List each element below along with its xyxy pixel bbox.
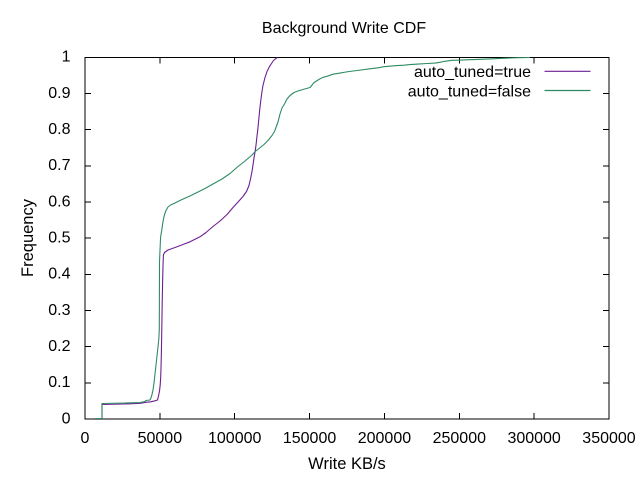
- svg-text:0.3: 0.3: [48, 302, 70, 319]
- svg-text:0.9: 0.9: [48, 85, 70, 102]
- svg-text:0.1: 0.1: [48, 374, 70, 391]
- svg-text:auto_tuned=true: auto_tuned=true: [414, 64, 531, 81]
- svg-text:1: 1: [62, 49, 71, 66]
- svg-text:50000: 50000: [138, 430, 183, 447]
- svg-text:0.5: 0.5: [48, 230, 70, 247]
- svg-text:0.6: 0.6: [48, 193, 70, 210]
- svg-text:150000: 150000: [283, 430, 336, 447]
- svg-text:0: 0: [62, 410, 71, 427]
- svg-text:100000: 100000: [208, 430, 261, 447]
- svg-text:300000: 300000: [507, 430, 560, 447]
- svg-text:0: 0: [81, 430, 90, 447]
- svg-text:0.2: 0.2: [48, 338, 70, 355]
- svg-text:250000: 250000: [433, 430, 486, 447]
- svg-text:200000: 200000: [358, 430, 411, 447]
- svg-text:Frequency: Frequency: [19, 198, 37, 277]
- svg-text:Write KB/s: Write KB/s: [308, 455, 386, 473]
- svg-text:auto_tuned=false: auto_tuned=false: [408, 83, 531, 100]
- svg-text:0.4: 0.4: [48, 266, 70, 283]
- svg-text:0.8: 0.8: [48, 121, 70, 138]
- svg-text:0.7: 0.7: [48, 157, 70, 174]
- svg-text:350000: 350000: [582, 430, 635, 447]
- svg-text:Background Write CDF: Background Write CDF: [262, 20, 426, 37]
